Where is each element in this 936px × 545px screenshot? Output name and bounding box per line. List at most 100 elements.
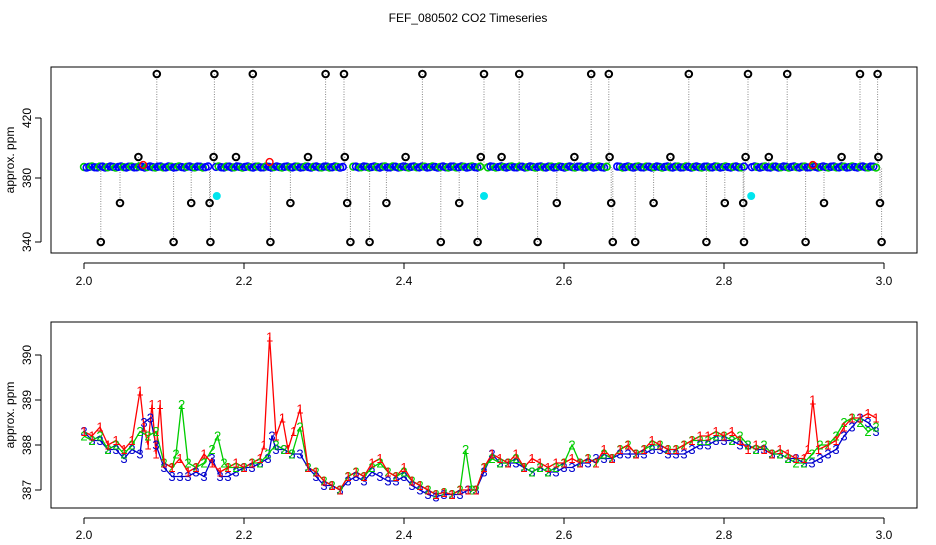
bottom-x-tick-label: 2.2 <box>236 528 253 540</box>
spike-point <box>186 198 196 208</box>
baseline-point <box>866 162 875 171</box>
series-point-2: 2 <box>440 485 447 500</box>
series-point-2: 2 <box>462 442 469 457</box>
series-point-3: 3 <box>240 460 247 475</box>
series-point-2: 2 <box>224 460 231 475</box>
spike-point <box>741 152 750 162</box>
series-point-2: 2 <box>480 460 487 475</box>
series-point-3: 3 <box>96 433 103 448</box>
series-point-1: 1 <box>592 456 599 471</box>
series-point-1: 1 <box>408 474 415 489</box>
spike-point <box>702 237 711 247</box>
spike-point <box>586 69 596 79</box>
series-point-1: 1 <box>256 451 263 466</box>
series-point-1: 1 <box>260 438 267 453</box>
series-point-2: 2 <box>344 469 351 484</box>
series-point-1: 1 <box>544 460 551 475</box>
series-point-1: 1 <box>152 447 159 462</box>
series-point-2: 2 <box>368 460 375 475</box>
series-point-2: 2 <box>672 442 679 457</box>
series-point-3: 3 <box>608 451 615 466</box>
baseline-point <box>446 162 456 171</box>
series-point-2: 2 <box>120 447 127 462</box>
series-point-1: 1 <box>144 438 151 453</box>
series-point-2: 2 <box>336 483 343 498</box>
spike-point <box>552 198 562 208</box>
series-point-1: 1 <box>136 384 143 399</box>
series-point-2: 2 <box>536 460 543 475</box>
series-point-1: 1 <box>856 411 863 426</box>
series-point-2: 2 <box>456 483 463 498</box>
series-point-1: 1 <box>432 487 439 502</box>
series-point-2: 2 <box>496 456 503 471</box>
bottom-x-tick-label: 3.0 <box>876 528 893 540</box>
series-point-2: 2 <box>416 478 423 493</box>
series-point-2: 2 <box>172 447 179 462</box>
series-point-2: 2 <box>520 460 527 475</box>
baseline-point <box>349 162 358 171</box>
series-point-3: 3 <box>768 447 775 462</box>
spike-point <box>286 198 295 208</box>
spike-point <box>479 69 489 79</box>
bottom-y-tick-label: 387 <box>20 480 34 500</box>
series-point-3: 3 <box>232 465 239 480</box>
bottom-plot-frame <box>50 321 918 509</box>
series-point-3: 3 <box>416 483 423 498</box>
series-point-2: 2 <box>640 442 647 457</box>
series-point-1: 1 <box>248 456 255 471</box>
top-x-tick-label: 3.0 <box>876 274 893 288</box>
series-point-1: 1 <box>696 429 703 444</box>
series-point-3: 3 <box>760 442 767 457</box>
series-point-3: 3 <box>576 456 583 471</box>
spike-point <box>454 198 464 208</box>
series-point-2: 2 <box>632 447 639 462</box>
series-point-3: 3 <box>520 460 527 475</box>
series-point-1: 1 <box>712 424 719 439</box>
series-point-3: 3 <box>656 442 663 457</box>
series-point-1: 1 <box>266 330 273 345</box>
series-point-2: 2 <box>96 429 103 444</box>
series-point-2: 2 <box>144 429 151 444</box>
bottom-x-tick-label: 2.4 <box>396 528 413 540</box>
series-point-1: 1 <box>840 420 847 435</box>
series-point-1: 1 <box>290 424 297 439</box>
series-point-2: 2 <box>704 433 711 448</box>
baseline-point <box>338 162 347 172</box>
series-point-2: 2 <box>136 424 143 439</box>
series-point-3: 3 <box>448 487 455 502</box>
series-point-1: 1 <box>809 393 816 408</box>
series-point-3: 3 <box>424 487 431 502</box>
series-point-3: 3 <box>536 460 543 475</box>
series-point-3: 3 <box>360 474 367 489</box>
series-point-3: 3 <box>136 447 143 462</box>
top-y-tick-label: 380 <box>20 168 34 188</box>
top-ylabel: approx. ppm <box>3 127 17 194</box>
series-point-1: 1 <box>680 438 687 453</box>
spike-point <box>533 237 542 247</box>
series-point-3: 3 <box>736 438 743 453</box>
series-point-2: 2 <box>576 456 583 471</box>
series-point-3: 3 <box>744 438 751 453</box>
series-point-2: 2 <box>840 415 847 430</box>
spike-point <box>606 198 616 208</box>
series-point-1: 1 <box>216 465 223 480</box>
series-point-2: 2 <box>288 447 295 462</box>
series-point-3: 3 <box>160 460 167 475</box>
spike-point <box>514 69 524 79</box>
baseline-point <box>222 162 231 171</box>
series-point-3: 3 <box>480 465 487 480</box>
series-point-2: 2 <box>608 451 615 466</box>
spike-point <box>605 152 614 162</box>
baseline-point <box>705 163 714 172</box>
series-point-1: 1 <box>384 465 391 480</box>
series-point-3: 3 <box>336 483 343 498</box>
baseline-point <box>602 162 611 171</box>
spike-point <box>266 237 275 247</box>
series-point-1: 1 <box>296 402 303 417</box>
series-point-3: 3 <box>504 456 511 471</box>
spike-point <box>248 69 258 79</box>
series-point-1: 1 <box>80 424 87 439</box>
top-data-layer <box>79 69 886 247</box>
